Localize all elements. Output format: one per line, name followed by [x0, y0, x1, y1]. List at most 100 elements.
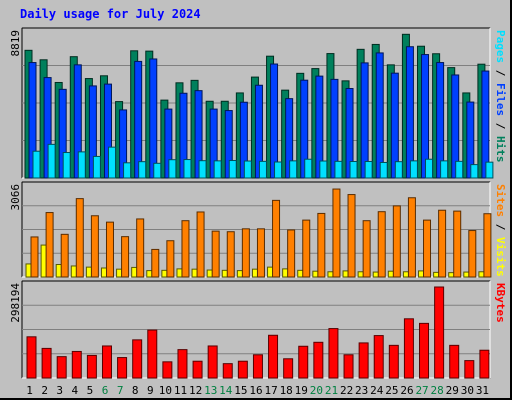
bar-sites-day-25 — [392, 205, 401, 278]
bar-pages-day-16 — [258, 160, 267, 179]
bar-kbytes-day-25 — [388, 344, 399, 379]
bar-sites-day-10 — [166, 240, 175, 278]
bar-sites-day-13 — [211, 230, 220, 278]
bar-pages-day-24 — [379, 161, 388, 179]
bar-files-day-17 — [270, 63, 279, 179]
y-series-label-sites-visits: Sites / Visits — [494, 184, 507, 277]
x-tick-label-day-20: 20 — [310, 384, 323, 397]
x-tick-label-day-25: 25 — [385, 384, 398, 397]
bar-pages-day-10 — [168, 159, 177, 179]
x-tick-label-day-8: 8 — [132, 384, 139, 397]
x-tick-label-day-3: 3 — [56, 384, 63, 397]
bar-files-day-23 — [360, 62, 369, 179]
y-max-label-hits-files-pages: 8819 — [9, 30, 22, 57]
bar-pages-day-25 — [394, 161, 403, 179]
y-series-label-kbytes: KBytes — [494, 283, 507, 323]
bar-sites-day-12 — [196, 211, 205, 278]
x-tick-label-day-9: 9 — [147, 384, 154, 397]
series-label-part: / — [494, 217, 507, 231]
bar-kbytes-day-11 — [177, 349, 188, 379]
x-tick-label-day-30: 30 — [461, 384, 474, 397]
bar-files-day-24 — [375, 52, 384, 179]
x-tick-label-day-16: 16 — [249, 384, 262, 397]
x-tick-label-day-5: 5 — [87, 384, 94, 397]
bar-pages-day-1 — [32, 150, 41, 179]
series-label-part: Files — [494, 76, 507, 116]
bar-kbytes-day-17 — [268, 334, 279, 379]
bar-pages-day-17 — [274, 161, 283, 179]
bar-kbytes-day-16 — [252, 354, 263, 379]
x-tick-label-day-28: 28 — [431, 384, 444, 397]
bar-sites-day-3 — [60, 233, 69, 278]
bar-pages-day-30 — [470, 164, 479, 179]
y-max-label-kbytes: 298194 — [9, 283, 22, 323]
bar-sites-day-24 — [377, 211, 386, 278]
x-tick-label-day-14: 14 — [219, 384, 233, 397]
bar-kbytes-day-19 — [298, 345, 309, 379]
series-label-part: / — [494, 63, 507, 77]
bar-kbytes-day-15 — [237, 360, 248, 379]
x-tick-label-day-18: 18 — [280, 384, 293, 397]
bar-pages-day-29 — [455, 160, 464, 179]
bar-sites-day-15 — [241, 228, 250, 278]
series-label-part: / — [494, 116, 507, 130]
bar-kbytes-day-30 — [464, 360, 475, 379]
bar-kbytes-day-31 — [479, 349, 490, 379]
bar-sites-day-6 — [105, 221, 114, 278]
bar-files-day-26 — [405, 46, 414, 179]
bar-sites-day-5 — [90, 215, 99, 278]
bar-kbytes-day-21 — [328, 328, 339, 379]
bar-pages-day-12 — [198, 160, 207, 179]
bar-sites-day-19 — [302, 219, 311, 278]
x-tick-label-day-29: 29 — [446, 384, 459, 397]
y-max-label-sites-visits: 3066 — [9, 184, 22, 211]
bar-kbytes-day-6 — [101, 345, 112, 379]
series-label-part: Pages — [494, 30, 507, 63]
bar-kbytes-day-22 — [343, 354, 354, 379]
bar-pages-day-15 — [243, 160, 252, 179]
bar-kbytes-day-2 — [41, 347, 52, 379]
bar-pages-day-20 — [319, 160, 328, 179]
bar-kbytes-day-10 — [162, 361, 173, 379]
bar-pages-day-6 — [107, 146, 116, 179]
bar-pages-day-11 — [183, 159, 192, 179]
bar-pages-day-26 — [409, 160, 418, 179]
bar-kbytes-day-12 — [192, 360, 203, 379]
bar-kbytes-day-1 — [26, 336, 37, 379]
x-tick-label-day-13: 13 — [204, 384, 217, 397]
bar-pages-day-9 — [153, 162, 162, 179]
series-label-part: KBytes — [494, 283, 507, 323]
bar-pages-day-5 — [92, 155, 101, 179]
bar-kbytes-day-23 — [358, 342, 369, 379]
bar-sites-day-26 — [407, 197, 416, 278]
series-label-part: Visits — [494, 230, 507, 276]
bar-sites-day-1 — [30, 236, 39, 278]
bar-sites-day-16 — [256, 228, 265, 278]
bar-kbytes-day-28 — [434, 286, 445, 379]
bar-pages-day-3 — [62, 152, 71, 179]
x-tick-label-day-10: 10 — [159, 384, 172, 397]
x-tick-label-day-7: 7 — [117, 384, 124, 397]
bar-files-day-8 — [134, 60, 143, 179]
x-tick-label-day-2: 2 — [41, 384, 48, 397]
bar-kbytes-day-9 — [147, 329, 158, 379]
x-tick-label-day-31: 31 — [476, 384, 489, 397]
bar-kbytes-day-7 — [117, 357, 128, 379]
bar-pages-day-2 — [47, 143, 56, 179]
bar-pages-day-21 — [334, 160, 343, 179]
x-tick-label-day-26: 26 — [400, 384, 413, 397]
x-tick-label-day-11: 11 — [174, 384, 187, 397]
bar-sites-day-4 — [75, 198, 84, 278]
bar-pages-day-14 — [228, 160, 237, 179]
bar-kbytes-day-18 — [283, 358, 294, 379]
bar-pages-day-8 — [138, 161, 147, 179]
chart-title: Daily usage for July 2024 — [20, 7, 201, 21]
bar-pages-day-13 — [213, 160, 222, 179]
bar-kbytes-day-20 — [313, 341, 324, 379]
bar-pages-day-23 — [364, 161, 373, 179]
bar-sites-day-31 — [483, 213, 492, 278]
bar-pages-day-31 — [485, 161, 494, 179]
bar-pages-day-4 — [77, 151, 86, 179]
bar-sites-day-22 — [347, 194, 356, 278]
